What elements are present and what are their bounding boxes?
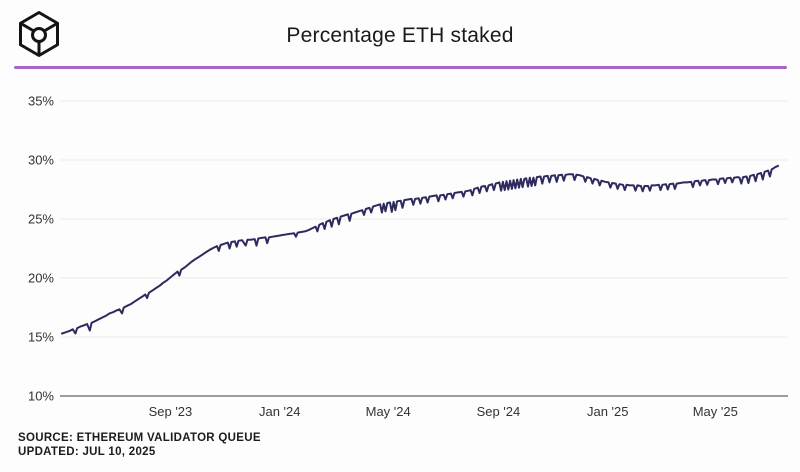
y-axis-label: 20% [28,271,54,286]
chart-title: Percentage ETH staked [286,24,514,47]
x-axis-label: May '24 [366,404,411,419]
eth-staked-line [61,164,779,335]
source-line: SOURCE: ETHEREUM VALIDATOR QUEUE [18,432,261,444]
y-axis-label: 35% [28,94,54,109]
blockworks-cube-logo-icon [19,11,59,57]
purple-divider [14,66,787,69]
x-axis-label: May '25 [693,404,738,419]
x-axis-label: Jan '24 [259,404,301,419]
x-axis-label: Jan '25 [587,404,629,419]
x-axis-label: Sep '24 [477,404,521,419]
y-axis-label: 15% [28,330,54,345]
updated-line: UPDATED: JUL 10, 2025 [18,446,156,458]
y-axis-label: 10% [28,389,54,404]
header: Percentage ETH staked [0,0,800,69]
source-footer: SOURCE: ETHEREUM VALIDATOR QUEUE UPDATED… [18,431,261,459]
x-axis-label: Sep '23 [149,404,193,419]
y-axis-label: 25% [28,212,54,227]
y-axis-label: 30% [28,153,54,168]
